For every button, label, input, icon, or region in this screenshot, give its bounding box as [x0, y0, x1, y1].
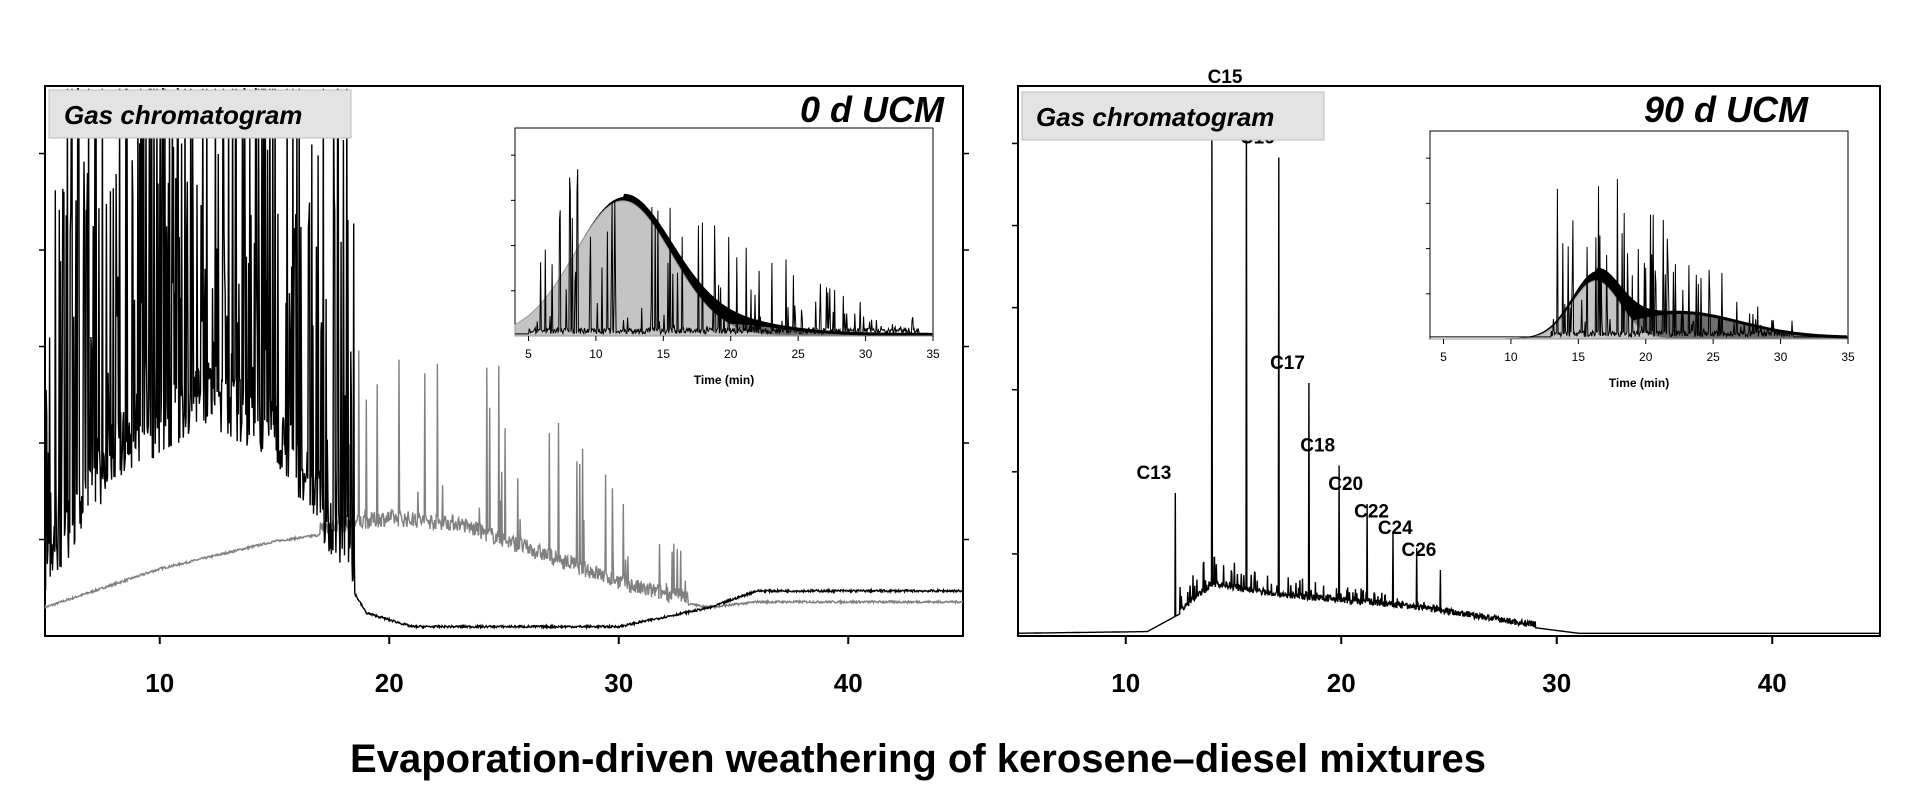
- right-inset-x-ticks: 5 10 15 20 25 30 35: [1426, 157, 1855, 364]
- inset-x-tick-label: 30: [859, 347, 873, 361]
- x-tick-label: 30: [604, 668, 633, 698]
- inset-series-line: [1430, 178, 1848, 339]
- peak-label: C22: [1354, 502, 1389, 523]
- right-tag: Gas chromatogram: [1036, 102, 1274, 132]
- left-inset: 5 10 15 20 25 30 35 Time (min): [511, 127, 940, 387]
- inset-x-tick-label: 20: [1639, 350, 1653, 364]
- series-line: [1017, 96, 1880, 634]
- inset-series-line: [515, 169, 933, 336]
- x-tick-label: 40: [834, 668, 863, 698]
- peak-label: C15: [1208, 67, 1243, 88]
- inset-x-tick-label: 15: [657, 347, 671, 361]
- right-x-ticks: 10 20 30 40: [1111, 636, 1787, 698]
- x-tick-label: 40: [1758, 668, 1787, 698]
- right-inset-content: [1430, 178, 1848, 340]
- inset-x-tick-label: 25: [791, 347, 805, 361]
- left-y-ticks: [39, 152, 969, 541]
- left-tag-box: [48, 89, 352, 139]
- left-inset-content: [514, 169, 933, 337]
- right-inset-xlabel: Time (min): [1609, 376, 1669, 390]
- left-inset-xlabel: Time (min): [694, 373, 754, 387]
- inset-x-tick-label: 25: [1706, 350, 1720, 364]
- right-tag-box: [1021, 91, 1325, 141]
- x-tick-label: 30: [1542, 668, 1571, 698]
- left-inset-x-ticks: 5 10 15 20 25 30 35: [511, 154, 940, 361]
- left-traces: [44, 88, 964, 631]
- inset-x-tick-label: 20: [724, 347, 738, 361]
- inset-x-tick-label: 5: [525, 347, 532, 361]
- peak-label: C13: [1136, 463, 1171, 484]
- right-inset: 5 10 15 20 25 30 35 Time (min): [1426, 130, 1855, 390]
- left-tag: Gas chromatogram: [64, 100, 302, 130]
- peak-label: C20: [1328, 474, 1363, 495]
- right-y-ticks: [1012, 142, 1018, 555]
- inset-x-tick-label: 15: [1572, 350, 1586, 364]
- x-tick-label: 10: [145, 668, 174, 698]
- peak-label: C24: [1378, 518, 1413, 539]
- peak-label: C18: [1300, 436, 1335, 457]
- left-panel: 10 20 30 40 5 10 15 20 25 30 35 Time (min) Gas ch…: [39, 85, 969, 698]
- inset-x-tick-label: 30: [1774, 350, 1788, 364]
- right-traces: [1017, 96, 1880, 634]
- peak-label: C26: [1402, 540, 1437, 561]
- inset-x-tick-label: 5: [1440, 350, 1447, 364]
- left-title: 0 d UCM: [800, 89, 945, 130]
- inset-x-tick-label: 10: [589, 347, 603, 361]
- inset-x-tick-label: 10: [1504, 350, 1518, 364]
- right-title: 90 d UCM: [1644, 89, 1809, 130]
- x-tick-label: 20: [375, 668, 404, 698]
- series-line: [44, 88, 964, 631]
- figure-caption: Evaporation-driven weathering of kerosen…: [350, 737, 1486, 781]
- peak-label: C17: [1270, 353, 1305, 374]
- series-line: [44, 350, 964, 611]
- x-tick-label: 10: [1111, 668, 1140, 698]
- inset-x-tick-label: 35: [1841, 350, 1855, 364]
- left-x-ticks: 10 20 30 40: [145, 636, 863, 698]
- x-tick-label: 20: [1327, 668, 1356, 698]
- inset-x-tick-label: 35: [926, 347, 940, 361]
